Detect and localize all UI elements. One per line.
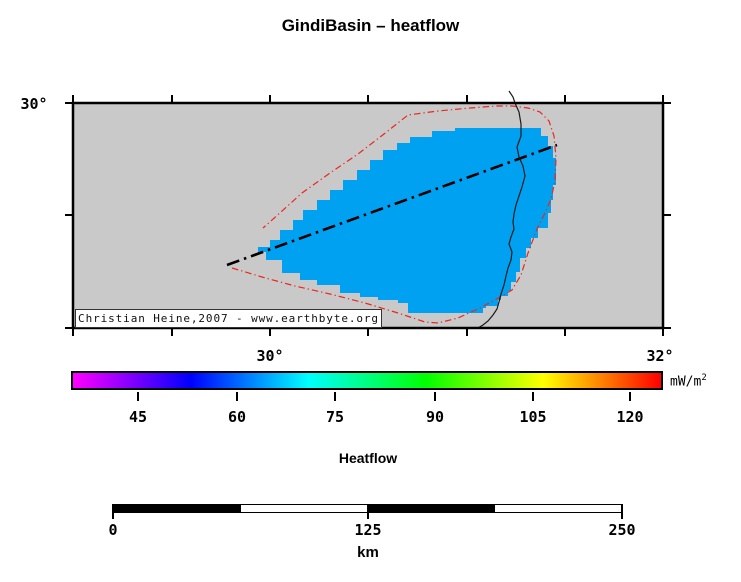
copyright-box: Christian Heine,2007 - www.earthbyte.org — [75, 309, 382, 328]
plot-title: GindiBasin – heatflow — [281, 16, 460, 35]
colorbar-tick-label: 105 — [519, 408, 547, 426]
scalebar-tick-label: 0 — [108, 521, 118, 539]
scalebar-cap — [112, 504, 114, 519]
scalebar-tick-label: 250 — [608, 521, 636, 539]
colorbar-unit: mW/m2 — [670, 373, 707, 389]
colorbar-tick — [236, 392, 238, 401]
basin-outline-line — [231, 105, 557, 324]
colorbar-tick — [532, 392, 534, 401]
colorbar-tick — [629, 392, 631, 401]
colorbar-tick — [137, 392, 139, 401]
river-line — [477, 90, 526, 329]
map-frame-ticks — [65, 95, 671, 336]
colorbar-tick — [334, 392, 336, 401]
colorbar-unit-exponent: 2 — [701, 373, 707, 383]
scalebar-cap — [621, 504, 623, 519]
colorbar-gradient — [71, 371, 663, 390]
basin-heatflow-fill — [258, 128, 556, 313]
colorbar-tick-label: 120 — [616, 408, 644, 426]
scalebar-black-segment — [113, 504, 241, 513]
colorbar-unit-base: mW/m — [670, 374, 702, 390]
lat-label-top: 30° — [20, 95, 48, 113]
colorbar-tick-label: 90 — [425, 408, 445, 426]
scalebar-unit: km — [357, 544, 379, 561]
lon-label-30: 30° — [256, 347, 284, 365]
map-layers — [226, 105, 558, 324]
colorbar-tick-label: 45 — [128, 408, 148, 426]
colorbar-tick-label: 60 — [227, 408, 247, 426]
colorbar-tick — [434, 392, 436, 401]
fault-dashdot-line — [226, 143, 558, 267]
scalebar-tick-label: 125 — [354, 521, 382, 539]
scalebar-black-segment — [368, 504, 495, 513]
lon-label-32: 32° — [646, 347, 674, 365]
colorbar-title: Heatflow — [338, 450, 398, 466]
colorbar-tick-label: 75 — [325, 408, 345, 426]
scalebar-cap — [367, 504, 369, 519]
